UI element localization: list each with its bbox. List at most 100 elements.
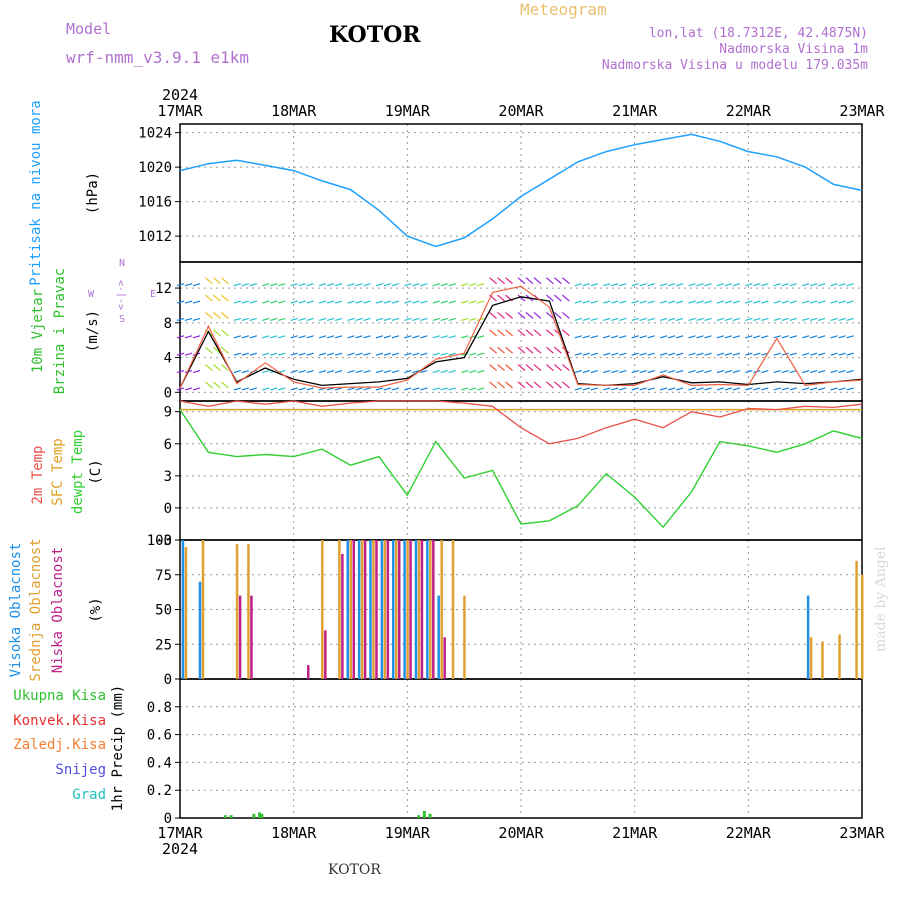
wind-arrow xyxy=(781,335,789,339)
wind-arrow xyxy=(667,317,676,322)
dewpt-label: dewpt Temp xyxy=(70,430,86,514)
wind-arrow xyxy=(355,283,363,287)
wind-label: 10m Vjetar xyxy=(30,289,46,373)
wind-arrow xyxy=(412,335,420,339)
wind-arrow xyxy=(818,300,826,304)
wind-arrow xyxy=(391,300,400,304)
y-tick-label: 1016 xyxy=(138,195,172,211)
wind-arrow xyxy=(318,370,327,374)
cloud-bar-mid xyxy=(383,540,387,679)
cloud-bar-low xyxy=(409,540,412,679)
precip-bar xyxy=(428,813,432,818)
cloud-bar-mid xyxy=(463,595,466,679)
wind-arrow xyxy=(619,300,627,304)
cloud-unit-label: (%) xyxy=(88,597,104,622)
wind-arrow xyxy=(432,370,440,374)
precip-bar xyxy=(422,811,426,818)
wind-arrow xyxy=(675,300,684,304)
wind-arrow xyxy=(611,387,619,391)
wind-arrow xyxy=(846,335,854,339)
wind-arrow xyxy=(176,335,185,339)
wind-arrow xyxy=(562,364,570,372)
wind-arrow xyxy=(745,370,753,374)
wind-arrow xyxy=(469,300,477,304)
cloud-bar-mid xyxy=(809,637,813,679)
wind-arrow xyxy=(213,346,221,354)
pressure-unit-label: (hPa) xyxy=(85,172,101,214)
wind-arrow xyxy=(631,335,639,339)
wind-arrow xyxy=(298,335,306,339)
wind-arrow xyxy=(611,335,619,339)
wind-arrow xyxy=(846,300,854,304)
wind-arrow xyxy=(497,294,505,302)
wind-arrow xyxy=(716,370,725,374)
wind-arrow xyxy=(298,387,306,391)
wind-arrow xyxy=(688,300,696,304)
pressure-label: Pritisak na nivou mora xyxy=(28,100,44,285)
wind-arrow xyxy=(818,352,826,356)
wind-arrow xyxy=(505,381,513,389)
wind-arrow xyxy=(375,300,384,304)
cloud-bar-low xyxy=(324,630,327,679)
cloud-bar-low xyxy=(352,540,355,679)
temp2m-label: 2m Temp xyxy=(30,445,46,504)
wind-arrow xyxy=(582,370,590,374)
wind-arrow xyxy=(334,300,343,304)
wind-arrow xyxy=(290,352,298,356)
wind-arrow xyxy=(461,317,469,322)
wind-arrow xyxy=(818,283,826,287)
wind-arrow xyxy=(404,335,412,339)
wind-arrow xyxy=(270,387,278,391)
wind-arrow xyxy=(489,329,497,337)
cloud-bar-mid xyxy=(247,544,250,679)
wind-arrow xyxy=(716,335,725,339)
precip-bar xyxy=(252,813,256,818)
wind-arrow xyxy=(761,283,769,287)
wind-arrow xyxy=(404,300,412,304)
wind-arrow xyxy=(477,300,485,304)
model-label: Model xyxy=(66,20,112,38)
compass-e: E xyxy=(150,289,156,300)
wind-arrow xyxy=(562,312,570,319)
wind-arrow xyxy=(461,283,469,287)
wind-arrow xyxy=(732,370,741,374)
wind-arrow xyxy=(375,335,384,339)
wind-arrow xyxy=(241,300,249,304)
wind-arrow xyxy=(724,370,733,374)
wind-arrow xyxy=(404,370,412,374)
wind-arrow xyxy=(440,387,448,391)
wind-arrow xyxy=(391,387,400,391)
wind-arrow xyxy=(696,387,704,391)
wind-arrow xyxy=(716,300,725,304)
cloud-bar-low xyxy=(443,637,446,679)
wind-arrow xyxy=(619,335,627,339)
wind-arrow xyxy=(781,352,789,356)
wind-arrow xyxy=(773,352,781,356)
wind-arrow xyxy=(477,387,485,391)
wind-arrow xyxy=(326,300,335,304)
wind-arrow xyxy=(781,387,789,391)
wind-arrow xyxy=(639,370,647,374)
precip-bar xyxy=(258,812,262,818)
wind-arrow xyxy=(213,329,221,337)
wind-arrow xyxy=(818,370,826,374)
wind-arrow xyxy=(213,364,221,372)
wind-arrow xyxy=(432,352,440,356)
wind-arrow xyxy=(810,352,818,356)
wind-arrow xyxy=(732,352,741,356)
wind-arrow xyxy=(461,387,469,391)
cloud-bar-high xyxy=(380,540,384,679)
wind-arrow xyxy=(347,317,355,322)
wind-arrow xyxy=(574,300,582,304)
x-tick-label: 18MAR xyxy=(271,102,317,120)
wind-arrow xyxy=(631,300,639,304)
x-tick-label: 20MAR xyxy=(498,824,544,842)
wind-arrow xyxy=(448,283,456,287)
wind-arrow xyxy=(489,277,497,285)
wind-arrow xyxy=(639,387,647,391)
wind-arrow xyxy=(205,294,213,302)
wind-arrow xyxy=(546,381,554,389)
wind-arrow xyxy=(696,283,704,287)
wind-arrow xyxy=(704,352,712,356)
wind-arrow xyxy=(647,370,655,374)
